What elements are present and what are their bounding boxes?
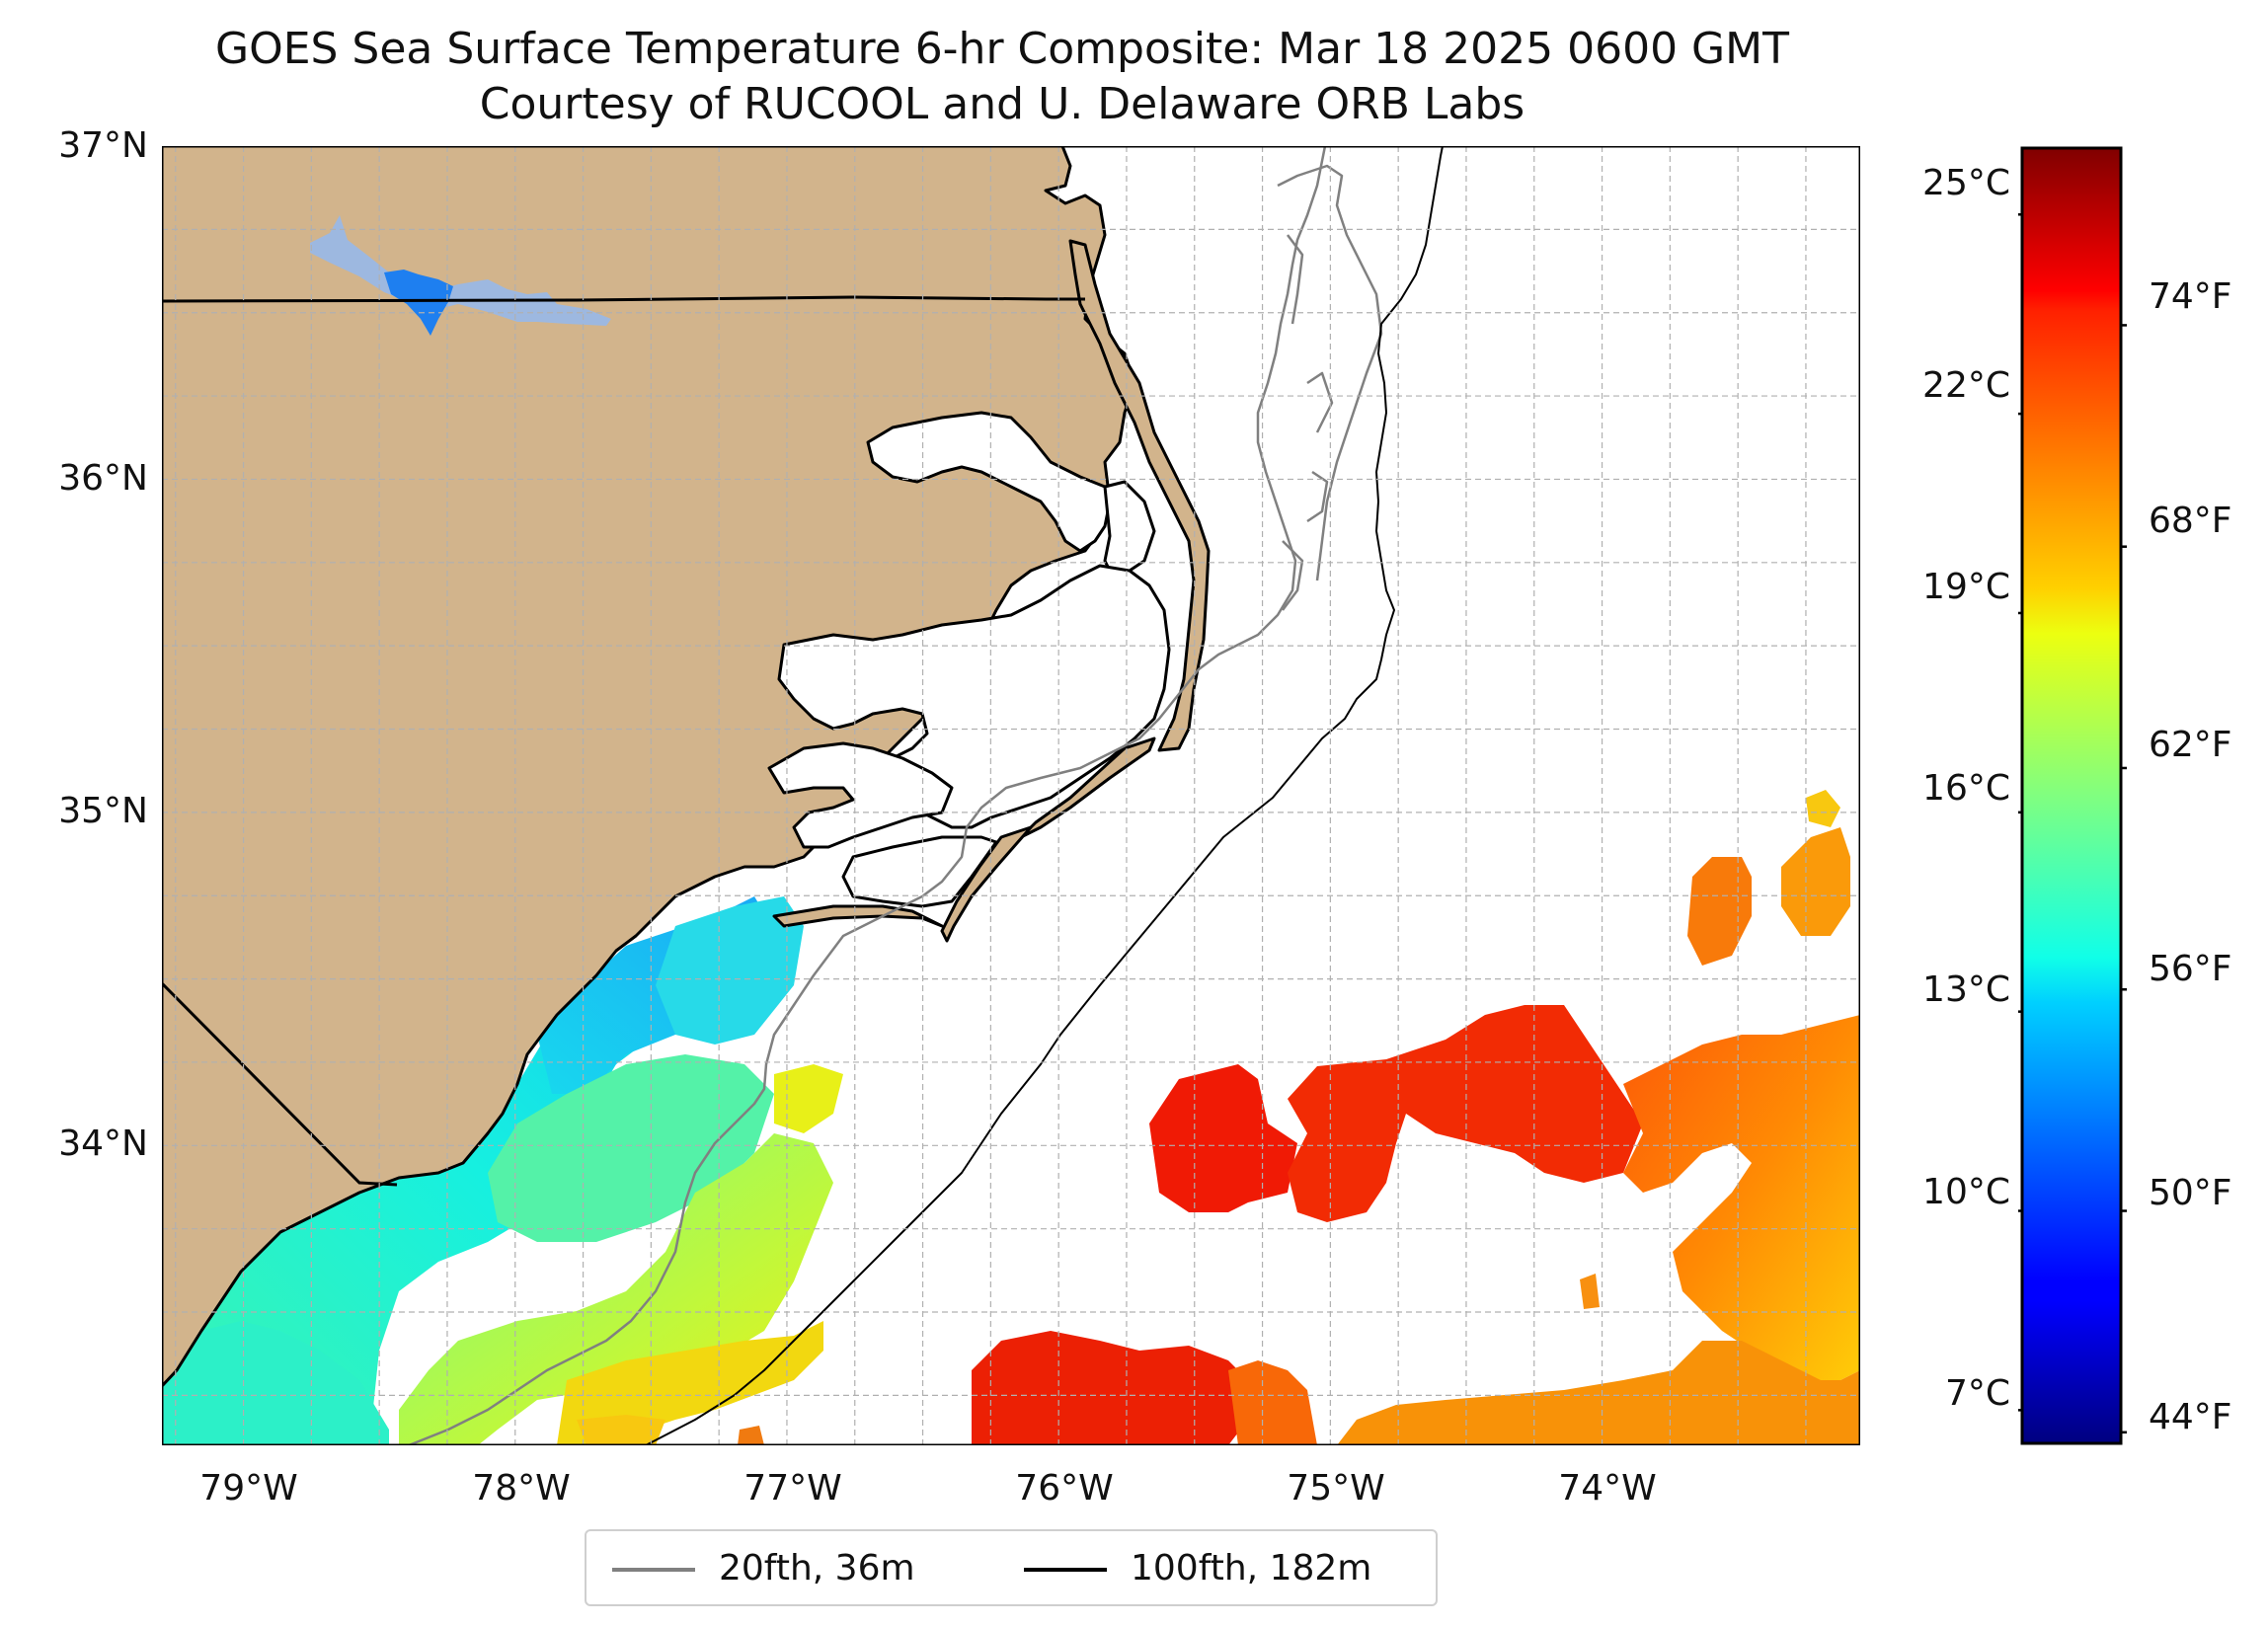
colorbar-f-50: 50°F [2149,1173,2232,1213]
colorbar-c-13: 13°C [1922,969,2010,1010]
sst-patch-isolated-orange [1580,1274,1600,1309]
sound-neuse-river [767,741,954,849]
sst-patch-ne-orange-b [1781,827,1850,936]
colorbar-f-74: 74°F [2149,276,2232,317]
sst-patch-gs-south-red [972,1331,1248,1445]
sst-patch-cape-lookout-area [656,896,804,1045]
lon-label-77w: 77°W [743,1468,842,1509]
sst-patch-gs-red-west [1149,1064,1297,1212]
colorbar-c-7: 7°C [1944,1373,2010,1414]
lat-label-35n: 35°N [58,791,148,831]
land [162,146,1211,1388]
colorbar-f-68: 68°F [2149,501,2232,541]
sound-pamlico [777,564,1171,829]
sst-patch-ne-orange-a [1687,857,1752,966]
colorbar-c-10: 10°C [1922,1172,2010,1212]
colorbar-gradient [2020,146,2123,1445]
legend-label-20fth: 20fth, 36m [719,1548,915,1588]
isobath-20fth-shoals [1277,164,1383,611]
isobath-100fth [645,146,1444,1445]
lon-label-75w: 75°W [1287,1468,1385,1509]
temperature-colorbar [2018,146,2127,1445]
isobath-legend: 20fth, 36m 100fth, 182m [585,1529,1438,1606]
lat-label-37n: 37°N [58,125,148,166]
colorbar-f-44: 44°F [2149,1397,2232,1437]
sst-map [162,146,1860,1445]
lake-kerr-light [310,215,611,326]
land-core-banks [940,825,1033,943]
sst-patch-small-orange [738,1426,764,1445]
sst-patch-gs-red-central [1288,1005,1643,1222]
sst-patch-yellow-cape [577,1415,665,1445]
colorbar-c-19: 19°C [1922,567,2010,607]
sound-albemarle [866,411,1112,553]
land-outer-banks-north [1068,239,1211,752]
map-subtitle: Courtesy of RUCOOL and U. Delaware ORB L… [479,79,1525,129]
colorbar-f-56: 56°F [2149,949,2232,989]
lon-label-79w: 79°W [199,1468,298,1509]
sst-patch-ne-yellow [1806,790,1840,827]
sst-patch-lower-green [162,1321,389,1445]
sst-patch-yellow-strip [774,1064,843,1133]
sst-patch-gs-south-orange-east [1337,1341,1860,1445]
legend-swatch-black [1024,1568,1107,1572]
lon-label-74w: 74°W [1558,1468,1657,1509]
lat-label-34n: 34°N [58,1123,148,1164]
sst-patch-yellow-south [557,1321,823,1445]
legend-label-100fth: 100fth, 182m [1131,1548,1372,1588]
sst-patch-gs-south-orange [1228,1360,1317,1445]
colorbar-c-25: 25°C [1922,163,2010,203]
lake-kerr-dark [384,270,453,336]
graticule [162,146,1860,1445]
land-bogue-banks [772,904,944,928]
isobath-20fth [408,146,1327,1445]
sound-core-lower [841,835,998,908]
sst-patch-mid-green [399,1133,833,1445]
lon-label-78w: 78°W [472,1468,571,1509]
sst-patch-gs-east-orange [1623,1015,1860,1380]
colorbar-f-62: 62°F [2149,725,2232,765]
sound-croatan [1103,480,1156,582]
lon-label-76w: 76°W [1015,1468,1114,1509]
sst-data [162,790,1860,1445]
colorbar-c-16: 16°C [1922,768,2010,809]
legend-swatch-gray [612,1568,695,1572]
state-border-nc-sc [162,981,398,1187]
map-title: GOES Sea Surface Temperature 6-hr Compos… [214,24,1789,74]
colorbar-c-22: 22°C [1922,365,2010,406]
lat-label-36n: 36°N [58,458,148,499]
